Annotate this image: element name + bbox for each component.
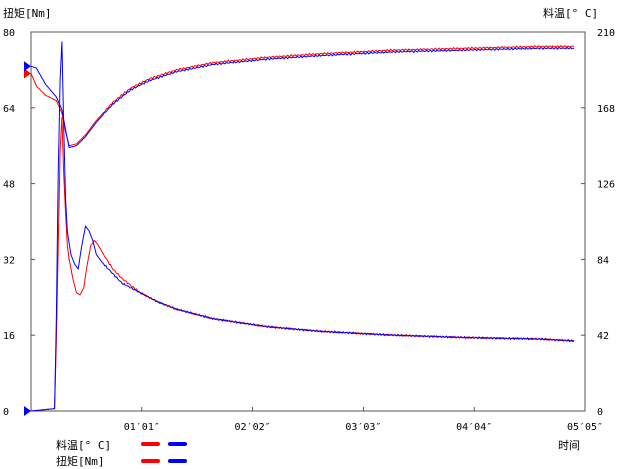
start-marker-temperature-run-2 [24,61,31,72]
left-tick-label: 80 [3,28,15,39]
right-axis-ticks: 0 42 84 126 168 210 [581,28,615,418]
right-tick-label: 0 [597,407,603,418]
right-tick-label: 126 [597,180,615,191]
x-tick-label: 01′01″ [124,422,160,433]
right-tick-label: 210 [597,28,615,39]
x-tick-label: 05′05″ [567,422,603,433]
legend-label-temperature: 料温[° C] [56,439,112,452]
left-tick-label: 64 [3,104,15,115]
temperature-line-run-2 [30,46,575,149]
left-tick-label: 48 [3,180,15,191]
left-axis-title: 扭矩[Nm] [3,7,52,20]
legend-swatches [141,442,187,463]
x-tick-label: 03′03″ [345,422,381,433]
start-marker-torque-run-2 [24,406,31,416]
right-axis-title: 料温[° C] [543,7,599,20]
right-tick-label: 42 [597,331,609,342]
series-layer [30,41,575,412]
x-axis-title: 时间 [558,439,580,452]
left-tick-label: 32 [3,255,15,266]
x-tick-label: 02′02″ [235,422,271,433]
legend-label-torque: 扭矩[Nm] [56,455,105,468]
torque-line-run-2 [30,41,575,412]
temperature-line-run-1 [30,44,575,147]
right-tick-label: 84 [597,255,609,266]
left-tick-label: 0 [3,407,9,418]
x-axis-ticks: 01′01″ 02′02″ 03′03″ 04′04″ 05′05″ [124,407,603,433]
right-tick-label: 168 [597,104,615,115]
start-value-markers [24,61,31,416]
start-marker-temperature-run-1 [24,68,31,79]
x-tick-label: 04′04″ [456,422,492,433]
left-tick-label: 16 [3,331,15,342]
left-axis-ticks: 0 16 32 48 64 80 [3,28,35,418]
plot-area-frame [30,31,586,412]
